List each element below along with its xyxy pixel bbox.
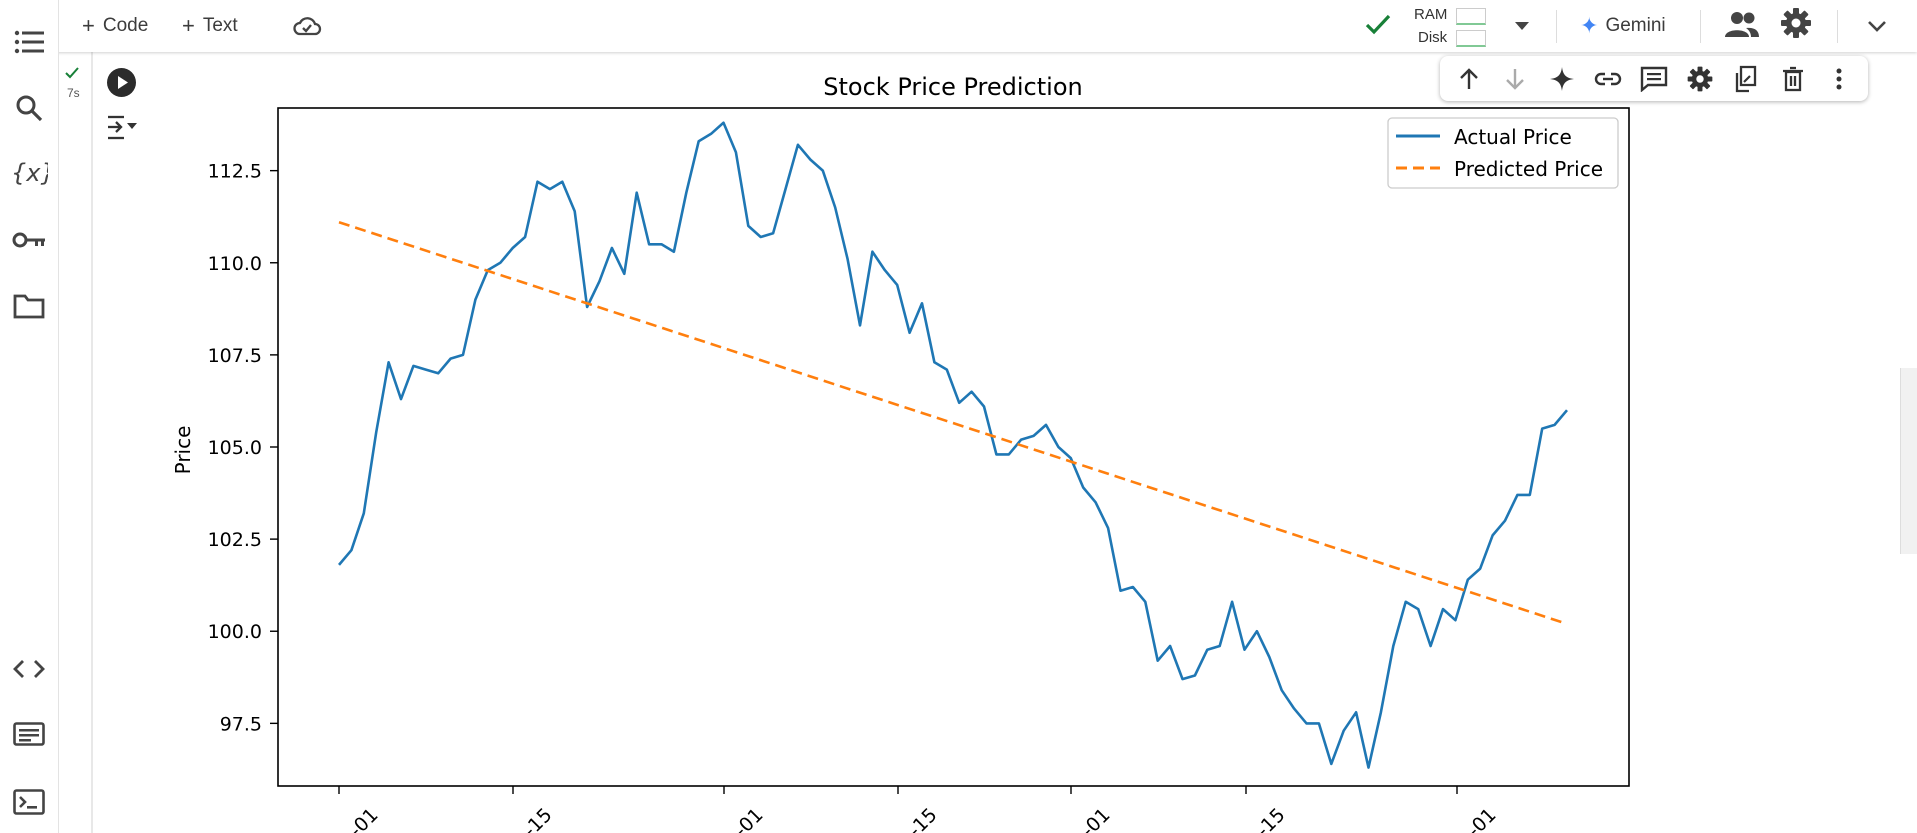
legend-label-actual: Actual Price (1454, 125, 1572, 149)
y-tick-label: 110.0 (208, 253, 262, 275)
y-tick-label: 105.0 (208, 437, 262, 459)
x-tick-label: -15 (519, 804, 557, 833)
plus-icon: + (82, 13, 95, 38)
arrow-up-icon[interactable] (1451, 61, 1487, 97)
comment-icon[interactable] (1636, 61, 1672, 97)
legend-label-predicted: Predicted Price (1454, 157, 1603, 181)
y-tick-label: 112.5 (208, 161, 262, 183)
gemini-icon: ✦ (1580, 13, 1599, 38)
scrollbar[interactable] (1900, 368, 1917, 554)
folder-icon[interactable] (10, 287, 48, 325)
x-tick-label: -01 (1077, 804, 1115, 833)
y-axis-label: Price (171, 426, 195, 475)
toc-icon[interactable] (10, 23, 48, 61)
y-tick-label: 107.5 (208, 345, 262, 367)
variables-icon[interactable]: {x} (10, 154, 48, 192)
left-rail: {x} (0, 0, 59, 833)
connected-check-icon[interactable] (1364, 10, 1392, 38)
y-tick-label: 100.0 (208, 621, 262, 643)
gemini-label: Gemini (1605, 15, 1666, 36)
series-actual-price-line (338, 121, 1568, 769)
settings-gear-icon[interactable] (1779, 8, 1813, 38)
ram-bar (1456, 8, 1486, 25)
add-code-button[interactable]: + Code (82, 12, 148, 40)
y-tick-label: 97.5 (220, 713, 262, 735)
top-toolbar: + Code + Text RAM Disk ✦ Gemini (0, 0, 1917, 52)
collapse-chevron-icon[interactable] (1866, 12, 1888, 40)
output-actions-icon[interactable] (106, 114, 140, 147)
y-tick-label: 102.5 (208, 529, 262, 551)
run-time: 7s (67, 86, 80, 100)
link-icon[interactable] (1590, 61, 1626, 97)
gear-icon[interactable] (1682, 61, 1718, 97)
arrow-down-icon[interactable] (1497, 61, 1533, 97)
run-success-check-icon (64, 66, 80, 85)
mirror-cell-icon[interactable] (1728, 61, 1764, 97)
cloud-save-icon[interactable] (292, 12, 322, 40)
divider (1837, 10, 1838, 43)
chart-legend: Actual Price Predicted Price (1387, 117, 1619, 189)
disk-label: Disk (1418, 29, 1448, 46)
add-code-label: Code (102, 15, 149, 36)
disk-bar (1456, 30, 1486, 47)
runtime-dropdown-icon[interactable] (1512, 12, 1532, 40)
search-icon[interactable] (10, 89, 48, 127)
key-icon[interactable] (10, 221, 48, 259)
play-icon (118, 76, 128, 89)
command-palette-icon[interactable] (10, 715, 48, 753)
svg-text:{x}: {x} (11, 159, 48, 187)
trash-icon[interactable] (1775, 61, 1811, 97)
x-tick-label: -15 (1252, 804, 1290, 833)
sparkle-icon[interactable] (1544, 61, 1580, 97)
x-tick-label: -15 (904, 804, 942, 833)
add-text-label: Text (202, 15, 238, 36)
resource-monitor[interactable]: RAM Disk (1410, 4, 1490, 48)
plus-icon: + (182, 13, 195, 38)
cell-toolbar (1440, 56, 1868, 101)
more-vert-icon[interactable] (1821, 61, 1857, 97)
cell-gutter: 7s (58, 52, 93, 833)
divider (1700, 10, 1701, 43)
ram-label: RAM (1414, 6, 1448, 23)
x-tick-label: -01 (345, 804, 383, 833)
gemini-button[interactable]: ✦ Gemini (1580, 12, 1666, 40)
x-tick-label: -01 (1463, 804, 1501, 833)
code-snippets-icon[interactable] (10, 650, 48, 688)
share-people-icon[interactable] (1724, 10, 1760, 38)
terminal-icon[interactable] (10, 783, 48, 821)
series-predicted-price-line (338, 220, 1568, 626)
chart-title: Stock Price Prediction (823, 73, 1082, 101)
add-text-button[interactable]: + Text (182, 12, 238, 40)
run-cell-button[interactable] (107, 68, 136, 97)
stock-price-chart: Stock Price Prediction Price 97.5 100.0 10… (171, 73, 1630, 833)
x-tick-label: -01 (730, 804, 768, 833)
divider (1556, 10, 1557, 43)
plot-frame (277, 107, 1630, 787)
